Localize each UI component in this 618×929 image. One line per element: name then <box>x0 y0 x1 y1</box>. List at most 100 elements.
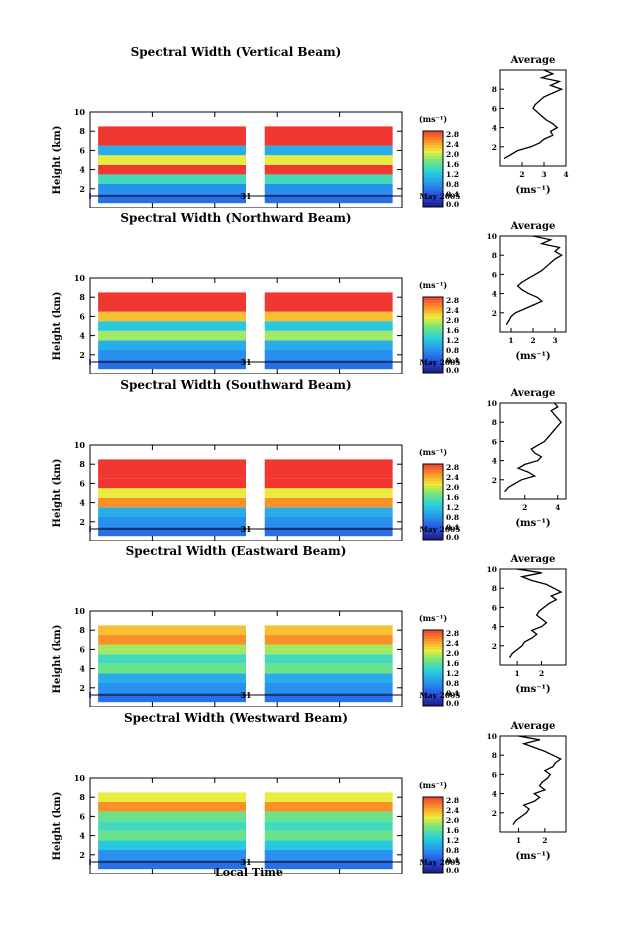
average-point <box>514 483 516 485</box>
colorbar-swatch <box>423 139 443 143</box>
y-tick-label: 6 <box>79 478 85 488</box>
colorbar-swatch <box>423 523 443 527</box>
average-point <box>558 80 560 83</box>
chart-title: Spectral Width (Northward Beam) <box>120 211 351 225</box>
average-point <box>550 433 552 435</box>
heat-row-right <box>264 478 393 489</box>
average-point <box>556 127 558 129</box>
avg-x-tick-label: 1 <box>515 669 520 678</box>
chart-panel-3: Spectral Width (Eastward Beam) 2 4 6 8 10 Heig… <box>52 544 459 707</box>
heat-row-left <box>98 507 246 517</box>
average-point <box>552 92 554 94</box>
colorbar-swatch <box>423 326 443 331</box>
heat-row-left <box>98 526 246 537</box>
heat-row-right <box>264 811 393 822</box>
average-point <box>552 754 554 756</box>
average-point <box>534 103 536 106</box>
y-tick-label: 8 <box>79 792 85 802</box>
average-point <box>538 610 540 612</box>
heat-row-right <box>264 340 393 350</box>
y-tick-label: 10 <box>74 107 86 117</box>
average-point <box>561 254 563 256</box>
colorbar-tick-label: 0.8 <box>446 346 459 355</box>
colorbar-tick-label: 2.4 <box>446 140 459 149</box>
date-strip-4: 31 May 2005 <box>89 857 461 867</box>
avg-y-tick-label: 10 <box>487 232 497 241</box>
avg-y-tick-label: 2 <box>492 642 497 651</box>
y-axis-label: Height (km) <box>52 459 63 528</box>
colorbar-swatch <box>423 665 443 669</box>
heat-row-left <box>98 811 246 822</box>
colorbar-tick-label: 1.6 <box>446 826 459 835</box>
average-point <box>514 312 516 314</box>
avg-y-tick-label: 6 <box>492 104 497 113</box>
average-point <box>549 773 551 775</box>
y-tick-label: 2 <box>79 350 85 360</box>
average-point <box>541 115 543 117</box>
heat-row-right <box>264 497 393 508</box>
colorbar-swatch <box>423 848 443 852</box>
colorbar-swatch <box>423 802 443 806</box>
y-tick-label: 4 <box>79 331 85 341</box>
colorbar-swatch <box>423 859 443 863</box>
y-tick-label: 8 <box>79 126 85 136</box>
colorbar-swatch <box>423 681 443 685</box>
y-tick-label: 8 <box>79 292 85 302</box>
y-axis-label: Height (km) <box>52 292 63 361</box>
average-title: Average <box>510 55 556 66</box>
average-point <box>557 417 559 419</box>
colorbar-swatch <box>423 826 443 831</box>
colorbar-swatch <box>423 862 443 866</box>
heat-row-left <box>98 350 246 360</box>
average-point <box>539 100 541 102</box>
colorbar-swatch <box>423 169 443 173</box>
colorbar-swatch <box>423 131 443 135</box>
avg-y-tick-label: 8 <box>492 418 497 427</box>
chart-title: Spectral Width (Vertical Beam) <box>131 45 342 59</box>
average-point <box>516 649 518 651</box>
colorbar-swatch <box>423 150 443 154</box>
colorbar-swatch <box>423 370 443 374</box>
average-point <box>545 583 548 585</box>
colorbar-swatch <box>423 816 443 820</box>
average-point <box>552 123 554 125</box>
colorbar-swatch <box>423 343 443 347</box>
colorbar-swatch <box>423 158 443 162</box>
heat-row-left <box>98 802 246 812</box>
colorbar-swatch <box>423 185 443 189</box>
date-day: 31 <box>240 524 251 534</box>
y-tick-label: 6 <box>79 811 85 821</box>
average-point <box>510 153 512 156</box>
avg-y-tick-label: 10 <box>487 732 497 741</box>
avg-y-tick-label: 4 <box>492 790 497 799</box>
heat-row-right <box>264 654 393 664</box>
heat-row-right <box>264 321 393 331</box>
colorbar-tick-label: 0.0 <box>446 866 459 874</box>
colorbar-tick-label: 0.8 <box>446 679 459 688</box>
average-point <box>539 739 541 741</box>
colorbar-swatch <box>423 477 443 481</box>
heat-row-left <box>98 497 246 508</box>
colorbar-swatch <box>423 364 443 369</box>
colorbar-swatch <box>423 837 443 841</box>
avg-y-tick-label: 4 <box>492 457 497 466</box>
date-label: May 2005 <box>419 525 460 534</box>
colorbar-frame <box>422 796 444 874</box>
colorbar-swatch <box>423 840 443 844</box>
colorbar-tick-label: 2.4 <box>446 806 459 815</box>
heat-row-left <box>98 840 246 850</box>
colorbar-swatch <box>423 491 443 495</box>
y-axis-label: Height (km) <box>52 792 63 861</box>
colorbar-swatch <box>423 174 443 178</box>
heat-row-right <box>264 174 393 184</box>
heat-row-left <box>98 850 246 860</box>
avg-y-tick-label: 6 <box>492 437 497 446</box>
colorbar-swatch <box>423 177 443 181</box>
colorbar-swatch <box>423 640 443 645</box>
heat-row-left <box>98 469 246 479</box>
avg-y-tick-label: 4 <box>492 124 497 133</box>
colorbar-swatch <box>423 179 443 184</box>
y-tick-label: 2 <box>79 184 85 194</box>
average-point <box>539 142 541 144</box>
